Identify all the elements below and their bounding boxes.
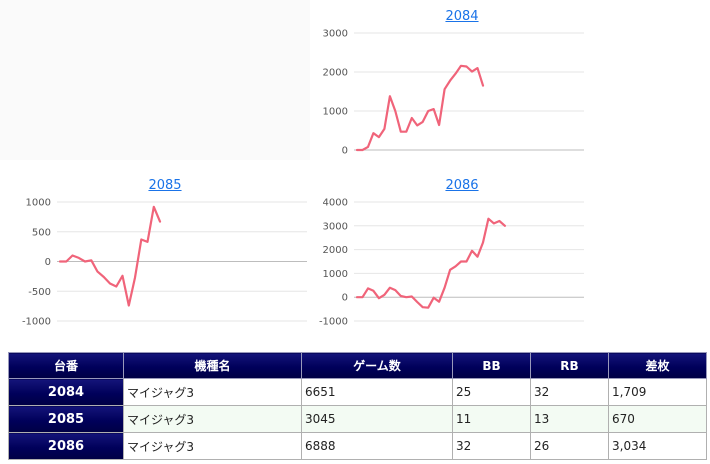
y-tick-label: 1000	[323, 107, 348, 118]
cell-bb: 25	[452, 378, 531, 406]
header-rb: RB	[530, 352, 609, 379]
machine-data-table: 台番 機種名 ゲーム数 BB RB 差枚 2084 マイジャグ3 6651 25…	[8, 352, 707, 460]
header-game-count: ゲーム数	[301, 352, 453, 379]
series-line	[355, 217, 506, 309]
line-chart-2086: 4000 3000 2000 1000 0 -1000	[319, 198, 584, 328]
header-machine-number: 台番	[8, 352, 124, 379]
table-header-row: 台番 機種名 ゲーム数 BB RB 差枚	[8, 352, 707, 379]
chart-panel-2084: 2084 3000 2000 1000 0	[312, 0, 612, 160]
chart-title-link[interactable]: 2086	[445, 178, 479, 193]
y-tick-label: 500	[32, 227, 51, 238]
table-row: 2086 マイジャグ3 6888 32 26 3,034	[8, 432, 707, 460]
chart-panel-2086: 2086 4000 3000 2000 1000 0 -1000	[312, 173, 612, 333]
cell-game-count: 6651	[301, 378, 453, 406]
cell-model-name: マイジャグ3	[123, 378, 302, 406]
y-tick-label: -1000	[319, 317, 348, 328]
chart-panel-2085: 2085 1000 500 0 -500 -1000	[15, 173, 315, 333]
y-tick-label: -1000	[22, 317, 51, 328]
table-row: 2084 マイジャグ3 6651 25 32 1,709	[8, 378, 707, 406]
cell-diff: 670	[608, 405, 707, 433]
series-line	[355, 64, 485, 152]
cell-game-count: 3045	[301, 405, 453, 433]
chart-title-link[interactable]: 2084	[445, 9, 479, 24]
y-tick-label: 4000	[323, 198, 348, 209]
y-tick-label: 2000	[323, 68, 348, 79]
y-tick-label: 3000	[323, 29, 348, 40]
table-row: 2085 マイジャグ3 3045 11 13 670	[8, 405, 707, 433]
y-tick-label: 0	[45, 257, 51, 268]
y-tick-label: 1000	[323, 269, 348, 280]
cell-machine-number: 2085	[8, 405, 124, 433]
y-tick-label: 1000	[26, 198, 51, 209]
cell-model-name: マイジャグ3	[123, 405, 302, 433]
empty-chart-area	[0, 0, 310, 160]
cell-rb: 26	[530, 432, 609, 460]
y-tick-label: 3000	[323, 221, 348, 232]
cell-diff: 3,034	[608, 432, 707, 460]
cell-rb: 32	[530, 378, 609, 406]
cell-rb: 13	[530, 405, 609, 433]
header-bb: BB	[452, 352, 531, 379]
header-model-name: 機種名	[123, 352, 302, 379]
cell-diff: 1,709	[608, 378, 707, 406]
cell-machine-number: 2084	[8, 378, 124, 406]
series-line	[58, 205, 162, 307]
y-tick-label: 2000	[323, 245, 348, 256]
cell-model-name: マイジャグ3	[123, 432, 302, 460]
chart-title-link[interactable]: 2085	[148, 178, 182, 193]
cell-game-count: 6888	[301, 432, 453, 460]
header-diff: 差枚	[608, 352, 707, 379]
y-tick-label: 0	[342, 146, 348, 157]
line-chart-2084: 3000 2000 1000 0	[323, 29, 584, 157]
cell-bb: 32	[452, 432, 531, 460]
y-tick-label: -500	[28, 287, 51, 298]
cell-bb: 11	[452, 405, 531, 433]
line-chart-2085: 1000 500 0 -500 -1000	[22, 198, 307, 328]
cell-machine-number: 2086	[8, 432, 124, 460]
y-tick-label: 0	[342, 293, 348, 304]
